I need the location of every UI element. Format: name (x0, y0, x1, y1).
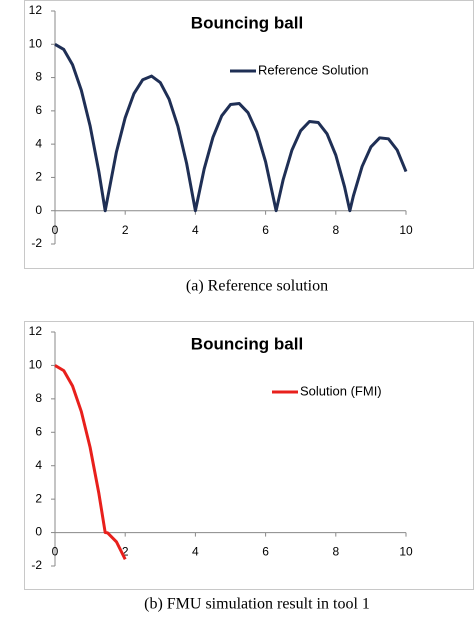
y-tick-label: 12 (29, 3, 43, 17)
legend-label: Solution (FMI) (300, 383, 382, 398)
y-tick-label: 8 (35, 391, 42, 405)
y-tick-label: -2 (31, 558, 42, 572)
y-tick-label: 10 (29, 358, 43, 372)
x-tick-label: 8 (332, 545, 339, 559)
y-tick-label: 4 (35, 136, 42, 150)
y-tick-label: 8 (35, 70, 42, 84)
y-tick-label: 12 (29, 324, 43, 338)
series-line (54, 42, 408, 213)
x-tick-label: 6 (262, 545, 269, 559)
chart-title: Bouncing ball (191, 13, 303, 32)
legend-label: Reference Solution (258, 62, 369, 77)
y-tick-label: 2 (35, 491, 42, 505)
x-tick-label: 6 (262, 223, 269, 237)
x-tick-label: 4 (192, 223, 199, 237)
y-tick-label: -2 (31, 236, 42, 250)
x-tick-label: 10 (399, 545, 413, 559)
y-tick-label: 2 (35, 170, 42, 184)
x-tick-label: 2 (122, 545, 129, 559)
y-tick-label: 0 (35, 525, 42, 539)
y-tick-label: 6 (35, 424, 42, 438)
series-line (54, 364, 127, 560)
x-tick-label: 2 (122, 223, 129, 237)
x-tick-label: 10 (399, 223, 413, 237)
y-tick-label: 0 (35, 203, 42, 217)
x-tick-label: 4 (192, 545, 199, 559)
caption: (b) FMU simulation result in tool 1 (144, 596, 370, 613)
chart-title: Bouncing ball (191, 334, 303, 353)
y-tick-label: 6 (35, 103, 42, 117)
x-tick-label: 8 (332, 223, 339, 237)
y-tick-label: 4 (35, 458, 42, 472)
caption: (a) Reference solution (186, 278, 328, 295)
x-tick-label: 0 (52, 545, 59, 559)
x-tick-label: 0 (52, 223, 59, 237)
y-tick-label: 10 (29, 36, 43, 50)
